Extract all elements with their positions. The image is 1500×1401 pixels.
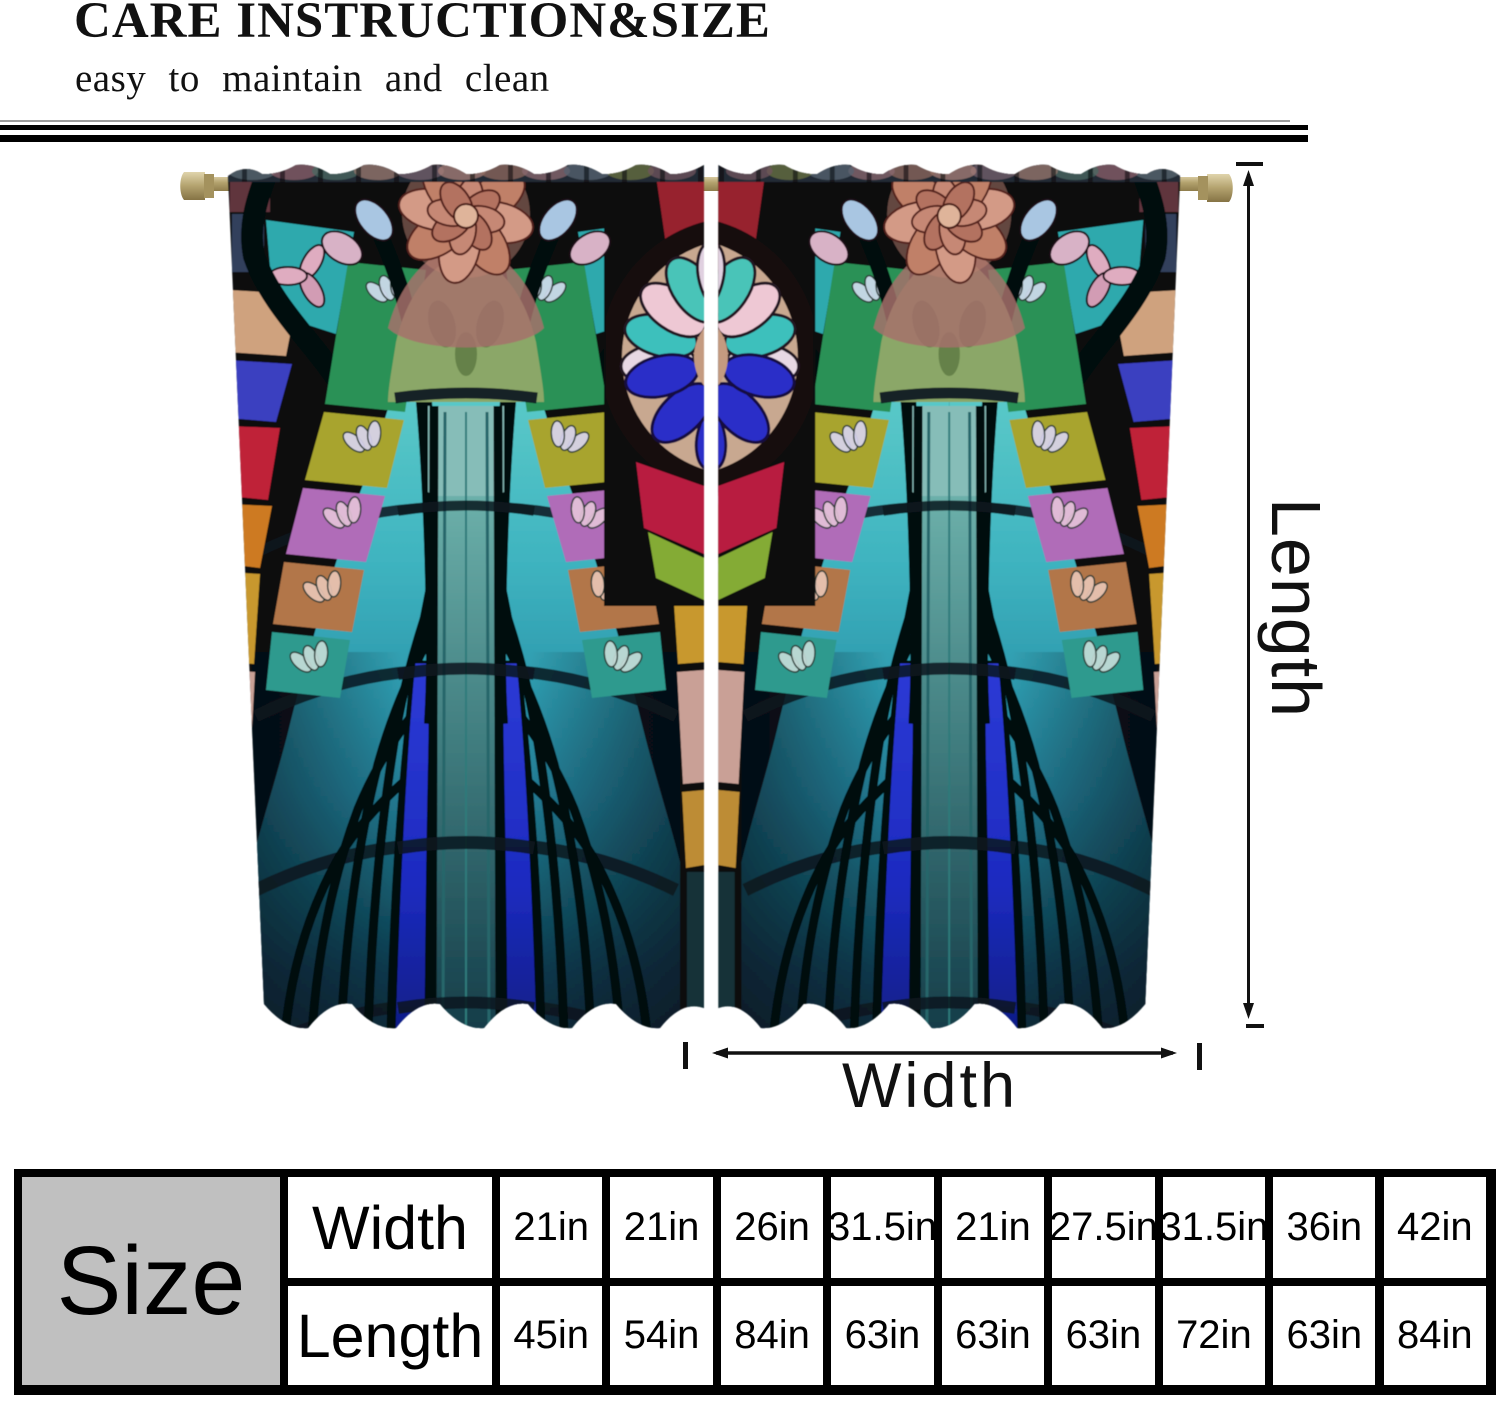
svg-text:Length: Length xyxy=(1257,498,1335,718)
svg-text:Width: Width xyxy=(842,1051,1018,1121)
